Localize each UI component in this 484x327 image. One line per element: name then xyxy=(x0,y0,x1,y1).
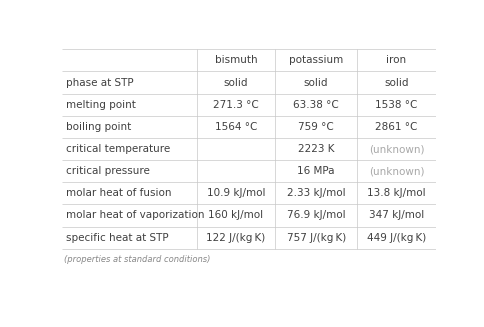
Text: boiling point: boiling point xyxy=(66,122,131,132)
Text: (properties at standard conditions): (properties at standard conditions) xyxy=(64,255,211,264)
Text: 13.8 kJ/mol: 13.8 kJ/mol xyxy=(367,188,426,198)
Text: potassium: potassium xyxy=(289,55,343,65)
Text: specific heat at STP: specific heat at STP xyxy=(66,232,169,243)
Text: iron: iron xyxy=(386,55,407,65)
Text: 160 kJ/mol: 160 kJ/mol xyxy=(209,211,263,220)
Text: 2861 °C: 2861 °C xyxy=(375,122,418,132)
Text: 271.3 °C: 271.3 °C xyxy=(213,100,259,110)
Text: melting point: melting point xyxy=(66,100,136,110)
Text: solid: solid xyxy=(224,77,248,88)
Text: (unknown): (unknown) xyxy=(369,144,424,154)
Text: critical pressure: critical pressure xyxy=(66,166,150,176)
Text: 122 J/(kg K): 122 J/(kg K) xyxy=(206,232,266,243)
Text: 16 MPa: 16 MPa xyxy=(298,166,335,176)
Text: critical temperature: critical temperature xyxy=(66,144,170,154)
Text: 1538 °C: 1538 °C xyxy=(375,100,418,110)
Text: solid: solid xyxy=(304,77,329,88)
Text: phase at STP: phase at STP xyxy=(66,77,134,88)
Text: bismuth: bismuth xyxy=(214,55,257,65)
Text: 2223 K: 2223 K xyxy=(298,144,334,154)
Text: 759 °C: 759 °C xyxy=(298,122,334,132)
Text: 1564 °C: 1564 °C xyxy=(215,122,257,132)
Text: 449 J/(kg K): 449 J/(kg K) xyxy=(367,232,426,243)
Text: 347 kJ/mol: 347 kJ/mol xyxy=(369,211,424,220)
Text: 10.9 kJ/mol: 10.9 kJ/mol xyxy=(207,188,265,198)
Text: 76.9 kJ/mol: 76.9 kJ/mol xyxy=(287,211,346,220)
Text: molar heat of vaporization: molar heat of vaporization xyxy=(66,211,205,220)
Text: 757 J/(kg K): 757 J/(kg K) xyxy=(287,232,346,243)
Text: molar heat of fusion: molar heat of fusion xyxy=(66,188,172,198)
Text: 63.38 °C: 63.38 °C xyxy=(293,100,339,110)
Text: solid: solid xyxy=(384,77,408,88)
Text: 2.33 kJ/mol: 2.33 kJ/mol xyxy=(287,188,346,198)
Text: (unknown): (unknown) xyxy=(369,166,424,176)
